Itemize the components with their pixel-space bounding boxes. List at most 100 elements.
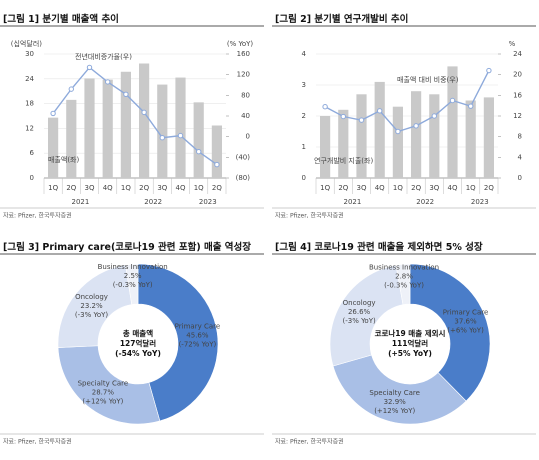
- segment-change: (+12% YoY): [374, 407, 415, 415]
- y2-tick-label: 160: [237, 50, 250, 58]
- segment-share: 2.8%: [395, 272, 413, 280]
- bar: [175, 77, 186, 178]
- line-marker: [123, 91, 129, 98]
- donut-hole: [99, 305, 177, 383]
- panel-title: [그림 4] 코로나19 관련 매출을 제외하면 5% 성장: [275, 241, 483, 253]
- line-marker: [214, 161, 220, 168]
- bar: [338, 109, 349, 178]
- line-marker: [141, 109, 147, 116]
- center-text: (+5% YoY): [388, 349, 432, 358]
- x-tick-label: 1Q: [393, 184, 403, 192]
- source: 자료: Pfizer, 한국투자증권: [275, 212, 344, 220]
- year-label: 2022: [416, 198, 434, 206]
- x-tick-label: 3Q: [157, 184, 167, 192]
- y2-tick-label: 0: [246, 133, 250, 141]
- line-marker: [431, 113, 437, 119]
- segment-change: (-72% YoY): [179, 341, 217, 349]
- legend-label: 매출액 대비 비중(우): [397, 75, 459, 84]
- bar: [483, 97, 494, 178]
- bar: [139, 63, 150, 178]
- bar: [120, 71, 131, 178]
- bar: [392, 106, 403, 178]
- bar: [411, 91, 422, 178]
- segment-change: (-0.3% YoY): [113, 281, 153, 289]
- y2-tick-label: 24: [513, 50, 522, 58]
- y2-tick-label: 80: [241, 91, 250, 99]
- segment-name: Primary Care: [443, 308, 488, 316]
- y2-axis-title: (% YoY): [227, 40, 254, 48]
- segment-name: Business Innovation: [98, 263, 168, 271]
- line-marker: [449, 97, 456, 104]
- bar: [465, 100, 476, 178]
- line-marker: [105, 79, 111, 85]
- source: 자료: Pfizer, 한국투자증권: [275, 438, 344, 446]
- bar: [447, 66, 458, 178]
- segment-share: 28.7%: [92, 389, 115, 397]
- line: [324, 70, 490, 133]
- center-text: 111억달러: [392, 338, 428, 348]
- segment-share: 37.6%: [454, 317, 477, 325]
- segment-change: (-0.3% YoY): [384, 281, 424, 289]
- year-label: 2023: [199, 198, 217, 206]
- x-tick-label: 3Q: [357, 184, 367, 192]
- bar: [84, 78, 95, 178]
- x-tick-label: 1Q: [121, 184, 131, 192]
- donut-segment: [332, 354, 467, 425]
- x-tick-label: 1Q: [466, 184, 476, 192]
- y-tick-label: 0: [30, 174, 34, 182]
- y2-tick-label: 40: [241, 112, 250, 120]
- y-tick-label: 18: [25, 100, 34, 108]
- line-marker: [177, 132, 184, 139]
- bar: [374, 81, 385, 178]
- bar: [102, 79, 113, 178]
- center-text: 총 매출액: [123, 328, 153, 338]
- y-tick-label: 24: [25, 75, 34, 83]
- line-marker: [196, 148, 202, 155]
- center-text: 코로나19 매출 제외시: [375, 328, 446, 338]
- x-tick-label: 2Q: [411, 184, 421, 192]
- y-tick-label: 30: [25, 50, 34, 58]
- segment-name: Business Innovation: [369, 263, 439, 271]
- y2-axis-title: %: [509, 40, 516, 48]
- line-marker: [159, 135, 166, 141]
- segment-share: 2.5%: [124, 272, 142, 280]
- segment-change: (+12% YoY): [82, 398, 123, 406]
- source: 자료: Pfizer, 한국투자증권: [3, 212, 72, 220]
- legend-label: 연구개발비 지출(좌): [314, 156, 373, 165]
- bar: [157, 84, 168, 178]
- bar: [320, 116, 331, 178]
- line-marker: [50, 110, 56, 117]
- x-tick-label: 2Q: [66, 184, 76, 192]
- bar: [193, 102, 204, 178]
- bar: [429, 94, 440, 178]
- line-marker: [468, 103, 474, 109]
- y-tick-label: 4: [302, 50, 307, 58]
- segment-change: (-3% YoY): [342, 317, 375, 325]
- line-marker: [340, 113, 346, 120]
- year-label: 2021: [71, 198, 89, 206]
- bar: [66, 99, 77, 178]
- line-marker: [68, 86, 75, 92]
- year-label: 2021: [343, 198, 361, 206]
- donut-segment: [137, 263, 219, 422]
- line: [52, 66, 218, 166]
- center-text: (-54% YoY): [115, 349, 161, 358]
- segment-name: Oncology: [75, 293, 108, 301]
- bar: [48, 117, 59, 178]
- panel-title: [그림 1] 분기별 매출액 추이: [3, 13, 119, 25]
- legend-label: 매출액(좌): [48, 155, 79, 164]
- panel-title: [그림 3] Primary care(코로나19 관련 포함) 매출 역성장: [3, 241, 251, 253]
- segment-change: (-3% YoY): [75, 311, 108, 319]
- y2-tick-label: (80): [236, 174, 251, 182]
- center-text: 127억달러: [120, 338, 156, 348]
- bar: [211, 125, 222, 178]
- y-tick-label: 12: [25, 124, 34, 132]
- line-marker: [413, 123, 419, 129]
- line-marker: [377, 108, 383, 114]
- line-marker: [486, 67, 492, 74]
- y-axis-title: (십억달러): [11, 39, 42, 48]
- y2-tick-label: 4: [518, 153, 523, 161]
- y2-tick-label: 20: [513, 71, 522, 79]
- x-tick-label: 4Q: [448, 184, 458, 192]
- line-marker: [322, 104, 328, 110]
